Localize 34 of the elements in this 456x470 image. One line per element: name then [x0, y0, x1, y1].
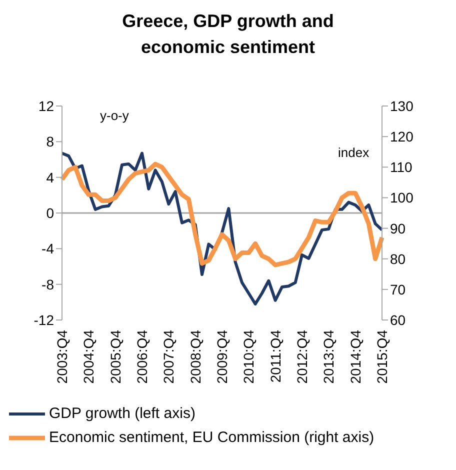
x-tick-label: 2013:Q4	[320, 330, 337, 384]
x-tick-label: 2004:Q4	[80, 330, 97, 384]
annotation: index	[338, 145, 370, 160]
y-tick-label: 0	[46, 204, 54, 221]
y-tick-label: 12	[38, 98, 54, 114]
y2-tick-label: 110	[390, 159, 413, 176]
x-tick-label: 2007:Q4	[160, 330, 177, 384]
x-tick-label: 2011:Q4	[267, 330, 284, 383]
y-tick-label: -4	[42, 240, 54, 257]
annotation: y-o-y	[100, 108, 129, 123]
y-tick-label: 8	[46, 134, 54, 150]
y-tick-label: -8	[42, 276, 54, 292]
y2-tick-label: 90	[390, 220, 406, 236]
y-tick-label: 4	[46, 169, 54, 186]
x-tick-label: 2006:Q4	[134, 330, 150, 384]
y-tick-label: -12	[34, 312, 54, 328]
chart-title: Greece, GDP growth and economic sentiment	[121, 10, 335, 59]
x-tick-label: 2015:Q4	[374, 330, 390, 384]
x-tick-label: 2003:Q4	[54, 330, 70, 384]
y2-tick-label: 130	[390, 98, 414, 114]
legend-label: Economic sentiment, EU Commission (right axis)	[49, 428, 374, 448]
legend-label: GDP growth (left axis)	[49, 404, 196, 424]
x-tick-label: 2009:Q4	[214, 330, 230, 384]
x-tick-label: 2005:Q4	[107, 330, 124, 384]
x-tick-label: 2010:Q4	[240, 330, 257, 384]
y2-tick-label: 60	[390, 312, 406, 328]
y2-tick-label: 70	[390, 281, 406, 298]
y2-tick-label: 120	[390, 128, 414, 145]
x-tick-label: 2014:Q4	[347, 330, 364, 384]
y2-tick-label: 80	[390, 250, 406, 267]
y2-tick-label: 100	[390, 190, 414, 206]
x-tick-label: 2008:Q4	[187, 330, 204, 384]
line-series	[60, 162, 384, 268]
x-tick-label: 2012:Q4	[294, 330, 310, 384]
